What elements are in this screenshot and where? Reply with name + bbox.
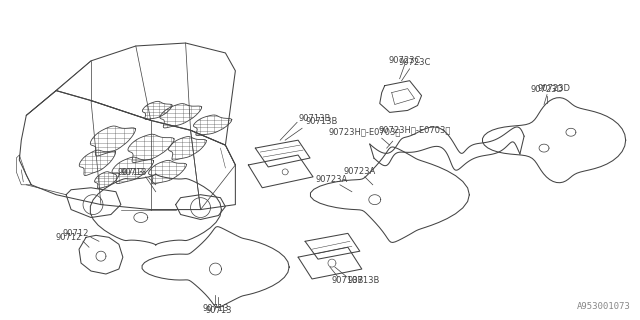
Text: 90723A: 90723A [316, 175, 348, 184]
Text: 90723H＜-E0703＞: 90723H＜-E0703＞ [328, 128, 401, 137]
Text: 90713: 90713 [120, 168, 147, 177]
Text: 90713B: 90713B [298, 114, 330, 123]
Text: 90723A: 90723A [344, 167, 376, 176]
Text: 90723C: 90723C [399, 58, 431, 67]
Text: 90723D: 90723D [531, 85, 563, 94]
Text: 90723D: 90723D [538, 84, 570, 93]
Text: 90712: 90712 [56, 233, 83, 242]
Text: 90723C: 90723C [388, 56, 421, 65]
Text: 90713: 90713 [205, 306, 232, 315]
Text: 90723H〈-E0703〉: 90723H〈-E0703〉 [378, 126, 451, 135]
Text: 90713B: 90713B [332, 276, 364, 285]
Text: A953001073: A953001073 [577, 302, 630, 311]
Text: 90713: 90713 [202, 304, 228, 313]
Text: 90713B: 90713B [305, 117, 337, 126]
Text: 90713: 90713 [118, 168, 144, 177]
Text: 90713B: 90713B [348, 276, 380, 285]
Text: 90712: 90712 [63, 229, 89, 238]
